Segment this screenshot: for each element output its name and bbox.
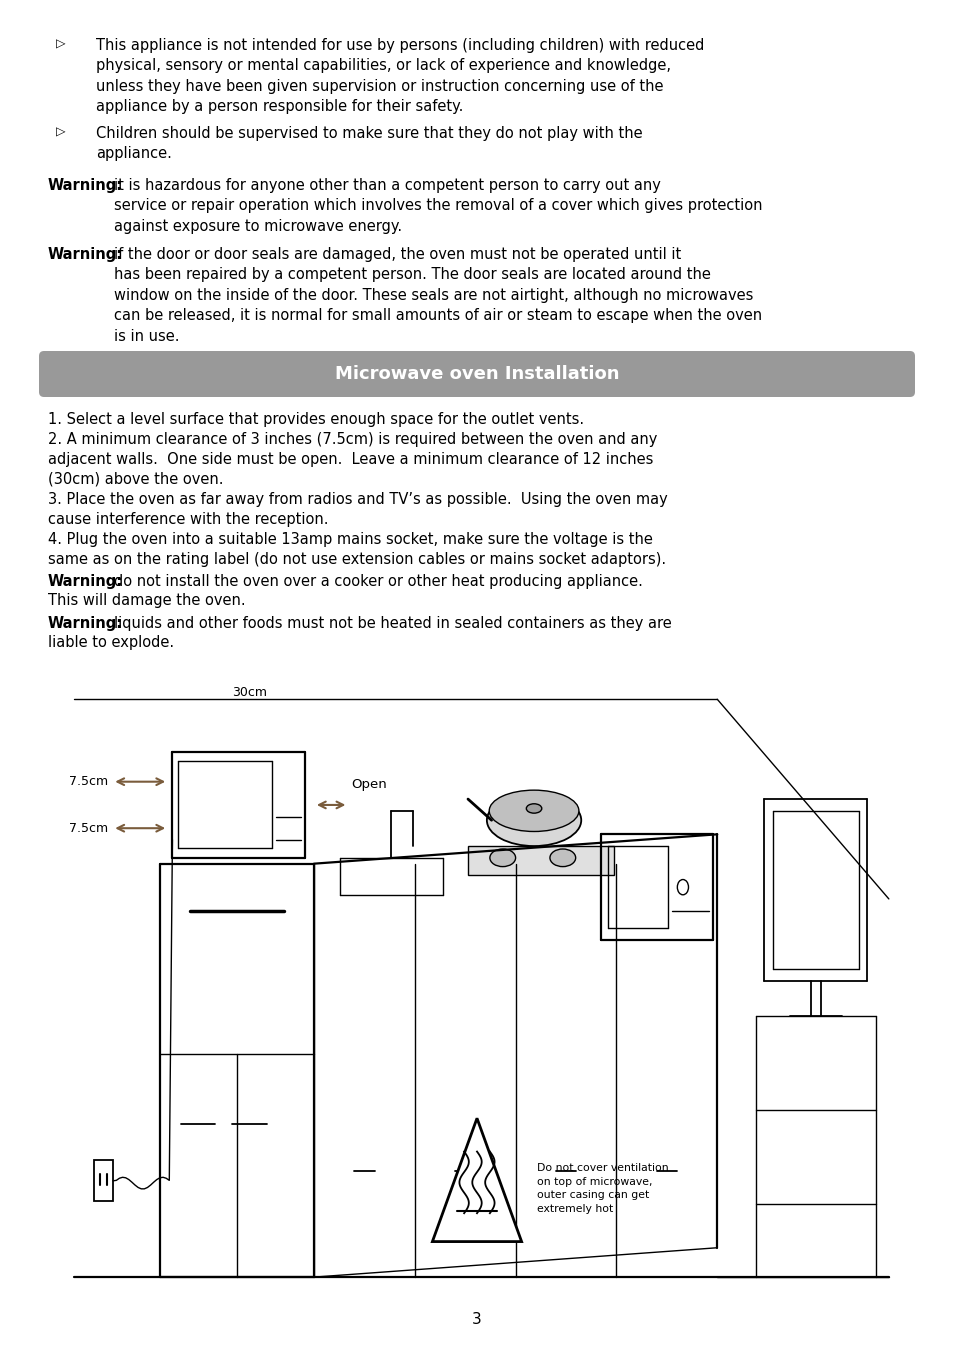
FancyBboxPatch shape xyxy=(39,351,914,397)
FancyBboxPatch shape xyxy=(468,846,614,875)
Text: Warning:: Warning: xyxy=(48,574,123,589)
Text: Microwave oven Installation: Microwave oven Installation xyxy=(335,365,618,382)
Text: liquids and other foods must not be heated in sealed containers as they are: liquids and other foods must not be heat… xyxy=(113,616,671,631)
Text: adjacent walls.  One side must be open.  Leave a minimum clearance of 12 inches: adjacent walls. One side must be open. L… xyxy=(48,453,653,467)
Text: Warning:: Warning: xyxy=(48,178,123,193)
Text: same as on the rating label (do not use extension cables or mains socket adaptor: same as on the rating label (do not use … xyxy=(48,553,665,567)
FancyBboxPatch shape xyxy=(94,1161,113,1201)
Text: Open: Open xyxy=(351,778,386,790)
Text: liable to explode.: liable to explode. xyxy=(48,635,174,650)
Text: Children should be supervised to make sure that they do not play with the
applia: Children should be supervised to make su… xyxy=(96,126,642,161)
Ellipse shape xyxy=(549,848,575,866)
Ellipse shape xyxy=(526,804,541,813)
Text: cause interference with the reception.: cause interference with the reception. xyxy=(48,512,328,527)
Text: 2. A minimum clearance of 3 inches (7.5cm) is required between the oven and any: 2. A minimum clearance of 3 inches (7.5c… xyxy=(48,432,657,447)
Text: it is hazardous for anyone other than a competent person to carry out any
servic: it is hazardous for anyone other than a … xyxy=(113,178,761,234)
Ellipse shape xyxy=(486,794,580,846)
Text: do not install the oven over a cooker or other heat producing appliance.: do not install the oven over a cooker or… xyxy=(113,574,642,589)
Text: This will damage the oven.: This will damage the oven. xyxy=(48,593,245,608)
Text: 30cm: 30cm xyxy=(232,686,267,700)
Ellipse shape xyxy=(489,790,578,831)
Text: 1. Select a level surface that provides enough space for the outlet vents.: 1. Select a level surface that provides … xyxy=(48,412,583,427)
Text: This appliance is not intended for use by persons (including children) with redu: This appliance is not intended for use b… xyxy=(96,38,703,115)
Text: ▷: ▷ xyxy=(56,38,66,51)
Text: 7.5cm: 7.5cm xyxy=(69,775,108,788)
Text: Warning:: Warning: xyxy=(48,247,123,262)
Text: 4. Plug the oven into a suitable 13amp mains socket, make sure the voltage is th: 4. Plug the oven into a suitable 13amp m… xyxy=(48,532,652,547)
Text: 3: 3 xyxy=(472,1313,481,1328)
Text: Do not cover ventilation
on top of microwave,
outer casing can get
extremely hot: Do not cover ventilation on top of micro… xyxy=(537,1163,668,1215)
Text: Warning:: Warning: xyxy=(48,616,123,631)
Text: 3. Place the oven as far away from radios and TV’s as possible.  Using the oven : 3. Place the oven as far away from radio… xyxy=(48,492,667,507)
Text: ▷: ▷ xyxy=(56,126,66,139)
Text: 7.5cm: 7.5cm xyxy=(69,821,108,835)
Ellipse shape xyxy=(489,848,515,866)
Text: if the door or door seals are damaged, the oven must not be operated until it
ha: if the door or door seals are damaged, t… xyxy=(113,247,761,343)
Polygon shape xyxy=(432,1119,521,1242)
Text: (30cm) above the oven.: (30cm) above the oven. xyxy=(48,471,223,486)
